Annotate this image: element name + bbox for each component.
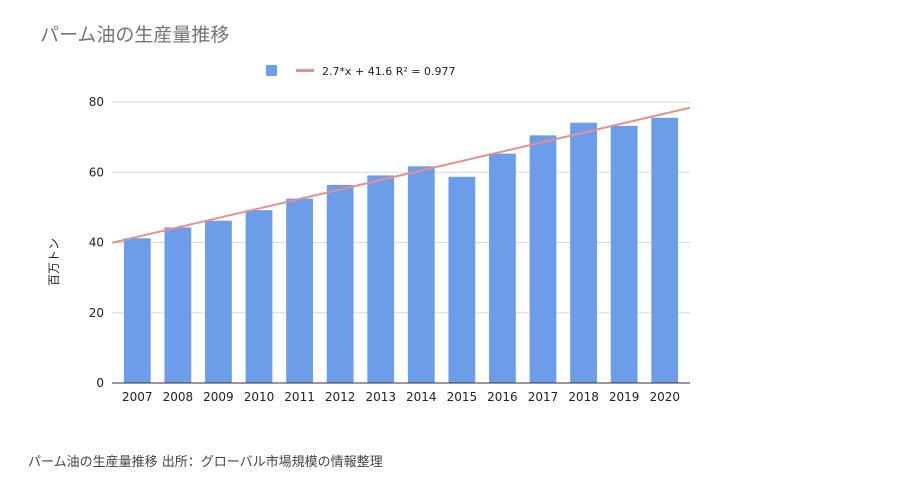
bar-2010 [245,210,273,383]
x-tick-label: 2009 [203,390,234,404]
x-tick-label: 2010 [244,390,275,404]
x-tick-label: 2017 [528,390,559,404]
x-tick-label: 2012 [325,390,356,404]
y-axis-title: 百万トン [47,238,61,286]
x-tick-label: 2018 [568,390,599,404]
x-tick-label: 2015 [447,390,478,404]
x-tick-label: 2011 [284,390,315,404]
bar-2020 [651,117,679,384]
y-tick-label: 20 [89,306,104,320]
bar-2012 [326,184,354,383]
trendline-layer [111,106,691,244]
x-tick-label: 2016 [487,390,518,404]
x-tick-label: 2008 [163,390,194,404]
bar-2009 [205,220,232,383]
bar-2019 [610,125,638,383]
x-tick-label: 2014 [406,390,437,404]
bar-2016 [489,153,516,383]
x-tick-label: 2019 [609,390,640,404]
y-tick-label: 0 [96,376,104,390]
legend-swatch-bars [266,65,277,76]
x-tick-label: 2020 [649,390,680,404]
bar-2014 [407,166,435,383]
bar-2018 [570,122,597,383]
bar-2008 [164,227,192,383]
gridlines [112,101,690,314]
axes: 0 20 40 60 80 2007 2008 2009 2010 2011 2012 2013 201… [89,95,690,404]
chart-title: パーム油の生産量推移 [40,24,230,46]
bar-2013 [367,175,395,383]
x-tick-label: 2007 [122,390,153,404]
bar-2011 [286,198,313,383]
bar-2007 [123,238,151,383]
legend: 2.7*x + 41.6 R² = 0.977 [266,65,455,78]
bar-2015 [448,176,476,383]
y-tick-label: 40 [89,236,104,250]
y-tick-label: 60 [89,165,104,179]
source-caption: パーム油の生産量推移 出所：グローバル市場規模の情報整理 [28,455,383,470]
legend-trendline-label: 2.7*x + 41.6 R² = 0.977 [322,65,455,78]
bars [123,117,679,384]
bar-2017 [529,135,557,383]
trendline [111,106,691,244]
x-tick-label: 2013 [365,390,396,404]
y-tick-label: 80 [89,95,104,109]
